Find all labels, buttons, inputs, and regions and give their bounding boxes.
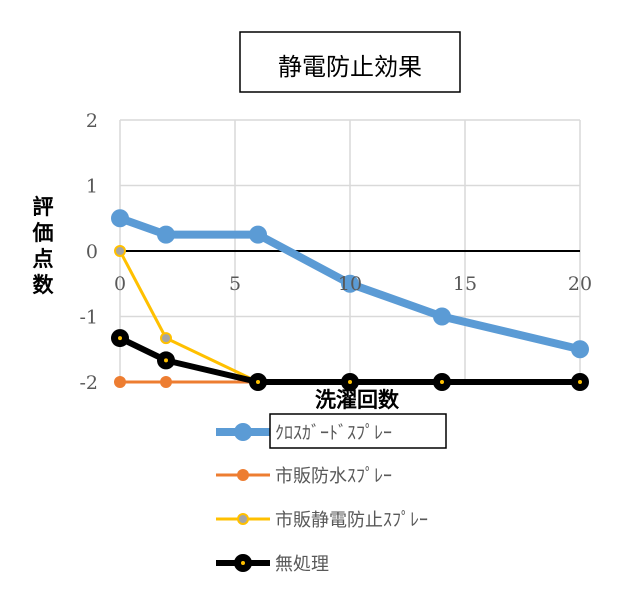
point-0-1 [157, 225, 175, 244]
point-1-0 [114, 376, 126, 388]
y-tick-label-2: 0 [86, 241, 98, 263]
point-center-3-0 [118, 336, 122, 341]
point-center-3-1 [164, 358, 168, 363]
x-axis-title: 洗濯回数 [315, 388, 400, 412]
legend-marker-center-3 [241, 561, 245, 565]
series-3 [111, 329, 589, 391]
x-tick-label-2: 10 [338, 273, 362, 295]
x-tick-label-0: 0 [114, 273, 126, 295]
point-center-3-4 [440, 380, 444, 384]
y-axis-title: 評価点数 [32, 195, 55, 297]
chart-title: 静電防止効果 [278, 53, 422, 81]
point-center-3-3 [348, 380, 352, 384]
legend-label-2: 市販静電防止ｽﾌﾟﾚｰ [275, 510, 428, 531]
series-0 [111, 209, 589, 359]
point-0-3 [341, 274, 359, 293]
x-tick-label-4: 20 [568, 273, 592, 295]
legend-marker-0 [234, 423, 252, 441]
legend-label-0: ｸﾛｽｶﾞｰﾄﾞｽﾌﾟﾚｰ [275, 423, 392, 444]
legend-marker-2 [237, 513, 249, 525]
point-center-3-5 [578, 380, 582, 384]
point-0-5 [571, 340, 589, 359]
legend-marker-1 [237, 469, 249, 481]
legend-item-0: ｸﾛｽｶﾞｰﾄﾞｽﾌﾟﾚｰ [216, 413, 447, 449]
point-1-1 [160, 376, 172, 388]
x-tick-label-1: 5 [229, 273, 241, 295]
y-tick-label-3: -1 [79, 307, 98, 329]
chart-title-box [239, 31, 461, 93]
point-0-0 [111, 209, 129, 228]
y-tick-label-4: -2 [79, 372, 98, 394]
legend-label-3: 無処理 [275, 554, 329, 575]
legend-item-2: 市販静電防止ｽﾌﾟﾚｰ [216, 510, 428, 531]
x-tick-label-3: 15 [453, 273, 477, 295]
legend-item-3: 無処理 [216, 554, 329, 575]
legend-selection-box [269, 413, 447, 449]
y-tick-label-0: 2 [86, 110, 98, 132]
point-2-0 [114, 245, 126, 257]
point-2-1 [160, 332, 172, 345]
point-0-2 [249, 225, 267, 244]
legend-label-1: 市販防水ｽﾌﾟﾚｰ [275, 466, 392, 487]
tick-labels: 210-1-20 5 10 15 20 [79, 110, 592, 394]
point-0-4 [433, 307, 451, 326]
point-center-3-2 [256, 380, 260, 384]
series-lines [111, 209, 589, 391]
legend: ｸﾛｽｶﾞｰﾄﾞｽﾌﾟﾚｰ 市販防水ｽﾌﾟﾚｰ 市販静電防止ｽﾌﾟﾚｰ 無処理 [216, 413, 447, 575]
y-tick-label-1: 1 [86, 176, 98, 198]
legend-item-1: 市販防水ｽﾌﾟﾚｰ [216, 466, 392, 487]
